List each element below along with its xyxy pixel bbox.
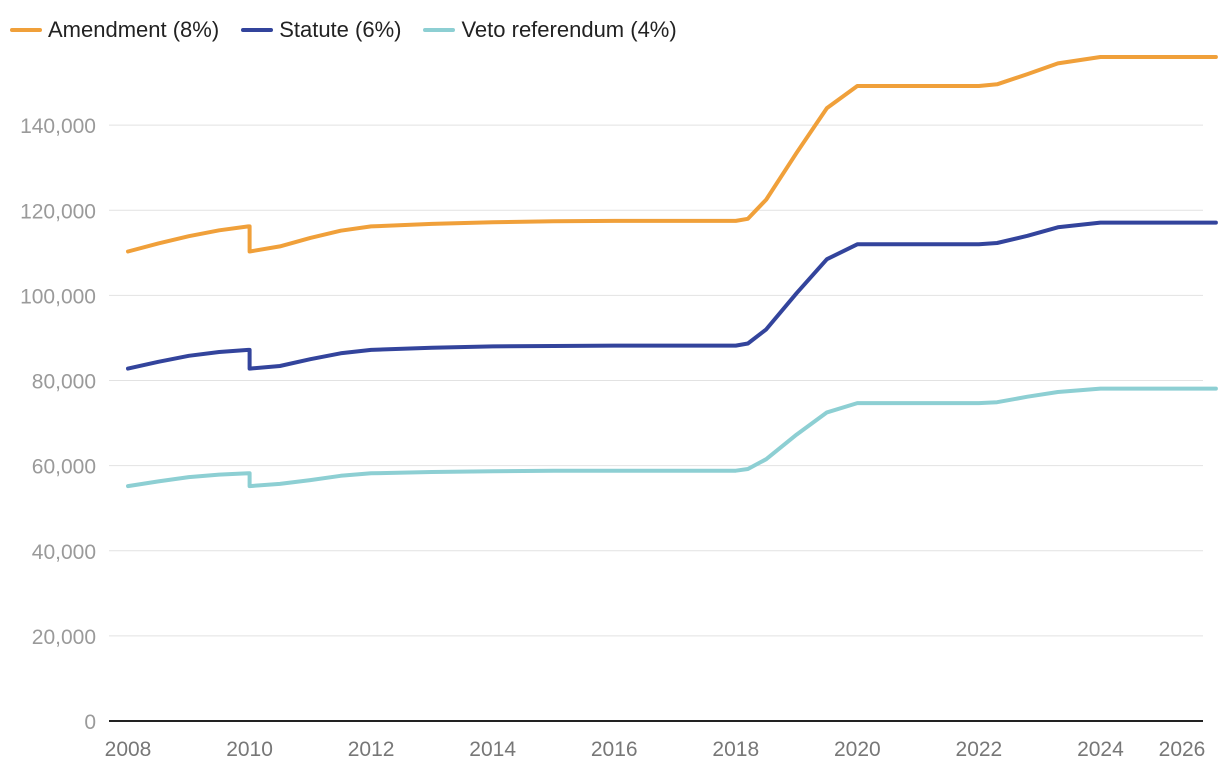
x-tick-label: 2016 xyxy=(591,738,638,761)
x-tick-label: 2012 xyxy=(348,738,395,761)
legend-label-statute: Statute (6%) xyxy=(279,17,402,42)
y-tick-label: 20,000 xyxy=(32,626,96,649)
series-lines xyxy=(126,55,1218,489)
x-tick-label: 2014 xyxy=(469,738,516,761)
legend-swatch-veto-referendum xyxy=(423,28,456,32)
legend-item-veto-referendum: Veto referendum (4%) xyxy=(423,17,677,43)
y-tick-label: 100,000 xyxy=(20,285,96,308)
y-tick-label: 40,000 xyxy=(32,541,96,564)
legend-swatch-amendment xyxy=(10,28,42,32)
y-tick-label: 120,000 xyxy=(20,200,96,223)
y-axis-ticks: 0 20,000 40,000 60,000 80,000 100,000 120,000 1… xyxy=(20,115,96,734)
y-tick-label: 80,000 xyxy=(32,371,96,394)
y-tick-label: 60,000 xyxy=(32,456,96,479)
x-tick-label: 2020 xyxy=(834,738,881,761)
legend-swatch-statute xyxy=(241,28,274,32)
legend-item-statute: Statute (6%) xyxy=(241,17,401,43)
series-line-veto-referendum xyxy=(126,386,1218,489)
series-line-amendment xyxy=(126,55,1218,254)
series-line-statute xyxy=(126,220,1218,371)
x-tick-label: 2010 xyxy=(226,738,273,761)
x-tick-label: 2018 xyxy=(712,738,759,761)
legend-label-veto-referendum: Veto referendum (4%) xyxy=(461,17,677,42)
x-tick-label: 2024 xyxy=(1077,738,1124,761)
legend-item-amendment: Amendment (8%) xyxy=(10,17,219,43)
gridlines xyxy=(109,124,1203,637)
x-tick-label: 2022 xyxy=(956,738,1003,761)
x-axis-ticks: 2008 2010 2012 2014 2016 2018 2020 2022 2024 2026 xyxy=(105,738,1206,761)
legend-label-amendment: Amendment (8%) xyxy=(48,17,220,42)
y-tick-label: 140,000 xyxy=(20,115,96,138)
y-tick-label: 0 xyxy=(84,711,96,734)
x-tick-label: 2026 xyxy=(1159,738,1206,761)
x-tick-label: 2008 xyxy=(105,738,152,761)
legend: Amendment (8%) Statute (6%) Veto referen… xyxy=(10,14,699,46)
